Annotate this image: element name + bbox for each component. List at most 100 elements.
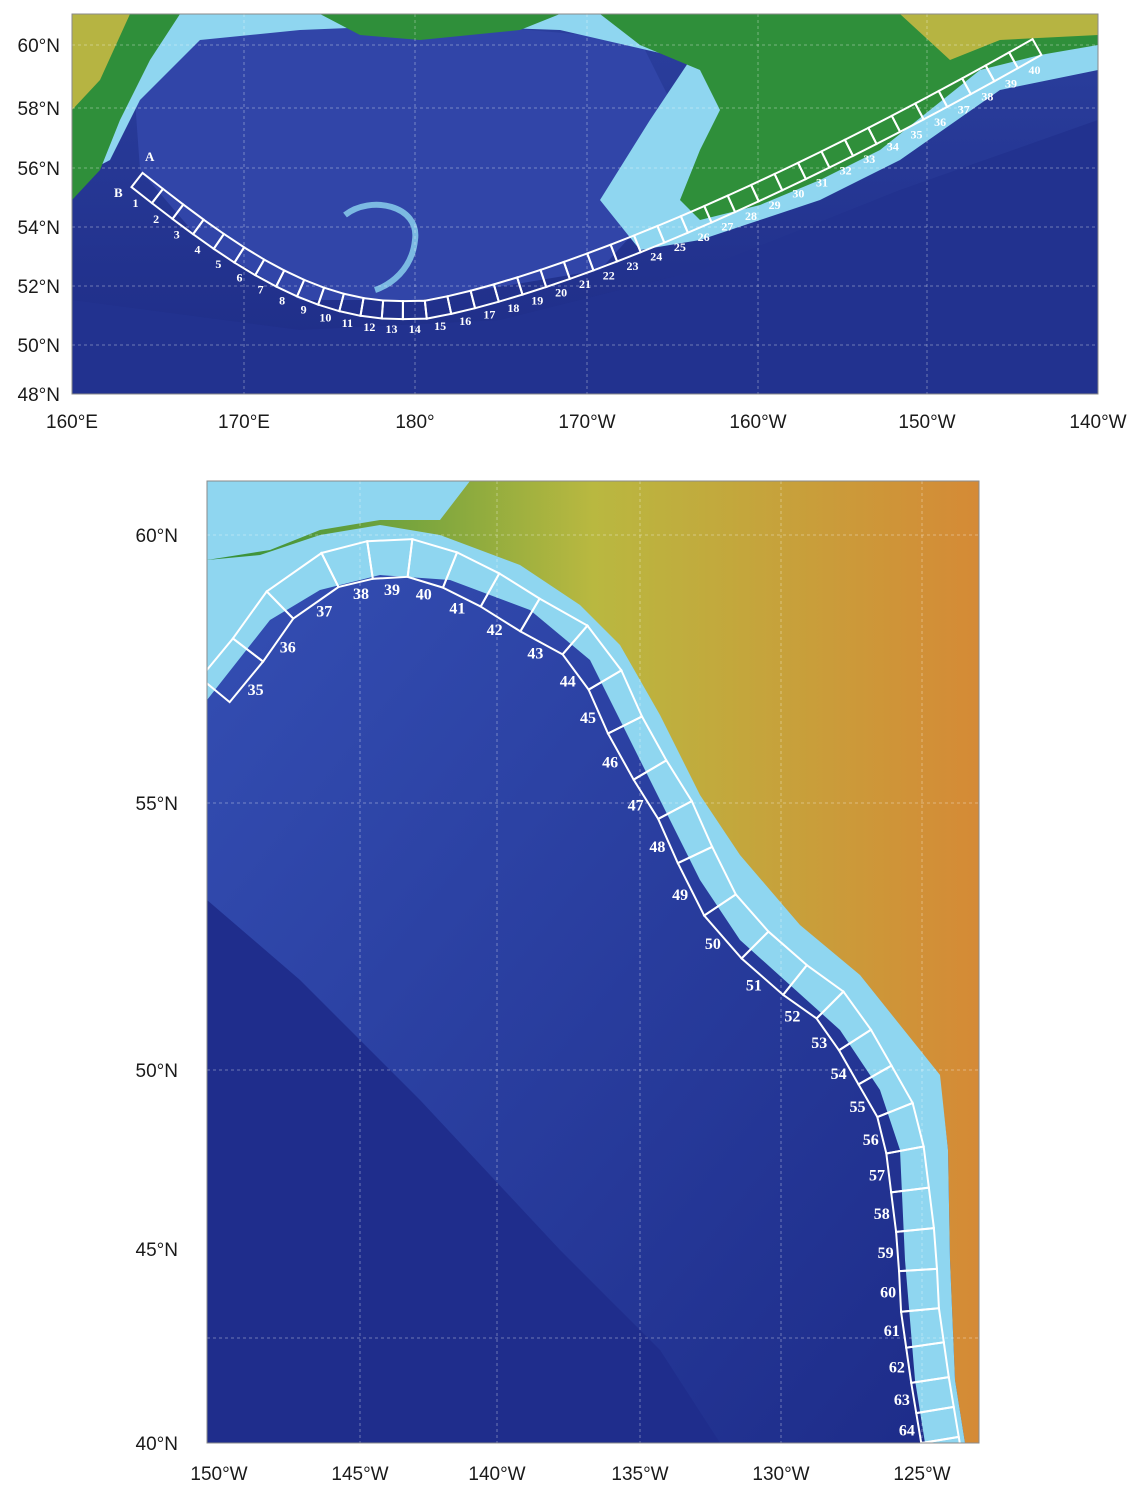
bottom-lat-label-2: 50°N — [136, 1061, 178, 1082]
top-segment-label-1: 1 — [133, 196, 139, 210]
bottom-lat-label-0: 60°N — [136, 526, 178, 547]
bottom-segment-label-45: 45 — [580, 710, 596, 727]
top-segment-label-22: 22 — [603, 268, 615, 282]
top-segment-label-23: 23 — [626, 259, 638, 273]
bottom-segment-label-61: 61 — [884, 1323, 900, 1340]
top-lat-label-3: 54°N — [18, 218, 60, 239]
bottom-map-frame — [206, 480, 980, 1444]
top-segment-label-17: 17 — [483, 308, 495, 322]
top-segment-label-35: 35 — [910, 127, 922, 141]
top-segment-label-10: 10 — [319, 310, 331, 324]
top-lon-label-2: 180° — [395, 412, 434, 433]
bottom-segment-label-38: 38 — [353, 586, 369, 603]
top-segment-label-5: 5 — [215, 257, 221, 271]
bottom-lat-label-4: 40°N — [136, 1434, 178, 1455]
top-segment-box-40 — [1007, 37, 1043, 70]
region-label-a: A — [145, 149, 155, 164]
top-lon-labels: 160°E 170°E 180° 170°W 160°W 150°W 140°W — [46, 412, 1127, 433]
top-segment-label-30: 30 — [792, 187, 804, 201]
top-segment-label-14: 14 — [409, 322, 421, 336]
bottom-lat-labels: 60°N 55°N 50°N 45°N 40°N — [136, 526, 178, 1455]
bottom-segment-label-35: 35 — [248, 682, 264, 699]
bottom-segment-label-55: 55 — [850, 1099, 866, 1116]
bottom-segment-label-64: 64 — [899, 1422, 915, 1439]
alaska-land — [600, 14, 1098, 220]
top-map-frame — [71, 13, 1099, 395]
top-segment-label-31: 31 — [816, 175, 828, 189]
top-segment-label-7: 7 — [258, 283, 264, 297]
bottom-segment-label-43: 43 — [527, 646, 543, 663]
top-segment-label-2: 2 — [153, 212, 159, 226]
continental-shelf-bottom — [207, 525, 965, 1443]
top-segment-label-34: 34 — [887, 140, 899, 154]
bottom-map: 35 36 37 38 39 40 41 42 43 44 45 46 47 48 49 50 51 52 5354… — [136, 480, 980, 1485]
top-segment-label-4: 4 — [195, 243, 201, 257]
bottom-segment-box-65 — [920, 1435, 961, 1443]
top-lat-label-4: 52°N — [18, 277, 60, 298]
top-segment-label-13: 13 — [386, 322, 398, 336]
bottom-segment-label-44: 44 — [560, 673, 576, 690]
bottom-segment-label-54: 54 — [831, 1066, 847, 1083]
bottom-segment-label-60: 60 — [880, 1285, 896, 1302]
top-lon-label-3: 170°W — [558, 412, 615, 433]
region-label-b: B — [114, 185, 123, 200]
bottom-segment-label-62: 62 — [889, 1359, 905, 1376]
bottom-segment-box-64 — [915, 1405, 960, 1443]
bottom-segment-label-48: 48 — [649, 839, 665, 856]
top-lat-label-5: 50°N — [18, 336, 60, 357]
top-segment-label-33: 33 — [863, 152, 875, 166]
bottom-lon-labels: 150°W 145°W 140°W 135°W 130°W 125°W — [190, 1464, 950, 1485]
top-lat-label-1: 58°N — [18, 99, 60, 120]
top-segment-label-39: 39 — [1005, 76, 1017, 90]
bottom-segment-label-56: 56 — [863, 1132, 879, 1149]
grid-bottom — [207, 481, 979, 1443]
top-segment-label-25: 25 — [674, 240, 686, 254]
bering-basin — [130, 20, 700, 300]
bottom-segment-label-46: 46 — [602, 754, 618, 771]
top-lon-label-6: 140°W — [1069, 412, 1126, 433]
bottom-segment-label-59: 59 — [878, 1245, 894, 1262]
top-segment-label-8: 8 — [279, 293, 285, 307]
bottom-segment-label-51: 51 — [746, 977, 762, 994]
bottom-segment-label-49: 49 — [672, 887, 688, 904]
top-segment-label-27: 27 — [721, 219, 733, 233]
top-segment-label-28: 28 — [745, 209, 757, 223]
bottom-lon-label-4: 130°W — [752, 1464, 809, 1485]
top-segment-label-37: 37 — [958, 102, 970, 116]
bottom-lon-label-1: 145°W — [331, 1464, 388, 1485]
bottom-segment-label-41: 41 — [449, 601, 465, 618]
top-lat-label-6: 48°N — [18, 385, 60, 406]
bottom-lat-label-1: 55°N — [136, 794, 178, 815]
top-lat-label-2: 56°N — [18, 159, 60, 180]
segment-labels-bottom: 35 36 37 38 39 40 41 42 43 44 45 46 47 48 49 50 51 52 5354… — [248, 582, 915, 1439]
top-lon-label-4: 160°W — [729, 412, 786, 433]
north-america-land — [207, 481, 979, 1443]
bottom-segment-label-58: 58 — [874, 1206, 890, 1223]
bottom-segment-label-36: 36 — [280, 640, 296, 657]
top-segment-label-26: 26 — [698, 230, 710, 244]
top-segment-label-32: 32 — [840, 164, 852, 178]
top-segment-label-11: 11 — [342, 316, 353, 330]
top-segment-label-21: 21 — [579, 277, 591, 291]
top-lon-label-1: 170°E — [218, 412, 270, 433]
bottom-segment-label-50: 50 — [705, 936, 721, 953]
top-segment-label-40: 40 — [1029, 63, 1041, 77]
top-lat-label-0: 60°N — [18, 36, 60, 57]
top-segment-label-6: 6 — [236, 270, 242, 284]
bottom-segment-label-53: 53 — [811, 1035, 827, 1052]
bottom-segment-label-63: 63 — [894, 1392, 910, 1409]
top-segment-label-38: 38 — [981, 89, 993, 103]
grid-top — [72, 14, 1098, 394]
top-segment-label-36: 36 — [934, 115, 946, 129]
segment-boxes-bottom — [207, 537, 961, 1443]
bottom-segment-label-52: 52 — [784, 1008, 800, 1025]
bottom-lon-label-3: 135°W — [611, 1464, 668, 1485]
bottom-lon-label-2: 140°W — [468, 1464, 525, 1485]
bottom-segment-label-57: 57 — [869, 1167, 885, 1184]
top-segment-label-16: 16 — [459, 314, 471, 328]
top-segment-label-12: 12 — [363, 320, 375, 334]
bottom-lon-label-5: 125°W — [893, 1464, 950, 1485]
